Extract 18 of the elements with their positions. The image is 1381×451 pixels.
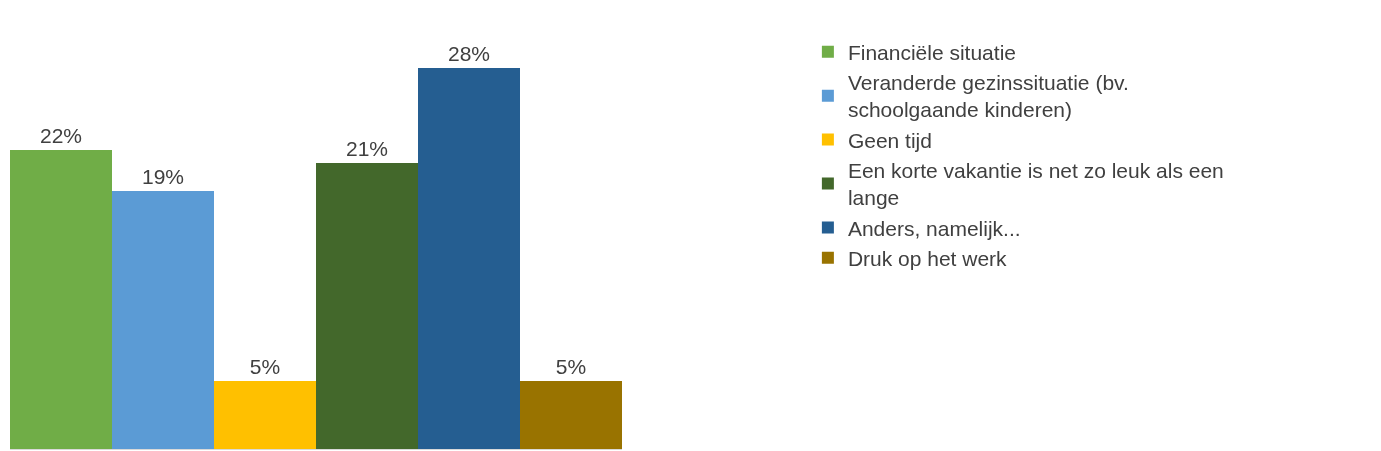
data-label: 21% (345, 137, 389, 161)
bar (214, 380, 316, 449)
legend-label: Anders, namelijk... (847, 216, 1021, 240)
legend-label: Druk op het werk (847, 247, 1008, 271)
legend-label: Financiële situatie (847, 40, 1016, 64)
data-label: 19% (141, 164, 185, 188)
legend-label: Een korte vakantie is net zo leuk als een lange (847, 159, 1224, 210)
bar (10, 149, 112, 449)
data-label: 22% (39, 123, 83, 147)
bar (418, 68, 520, 449)
bar (520, 380, 622, 449)
bar (316, 163, 418, 449)
legend-label: Veranderde gezinssituatie (bv. schoolgaande kinderen) (847, 71, 1129, 122)
legend-label: Geen tijd (847, 128, 932, 152)
bar (112, 190, 214, 449)
data-label: 5% (249, 354, 281, 378)
data-label: 28% (447, 42, 491, 66)
data-label: 5% (555, 354, 587, 378)
